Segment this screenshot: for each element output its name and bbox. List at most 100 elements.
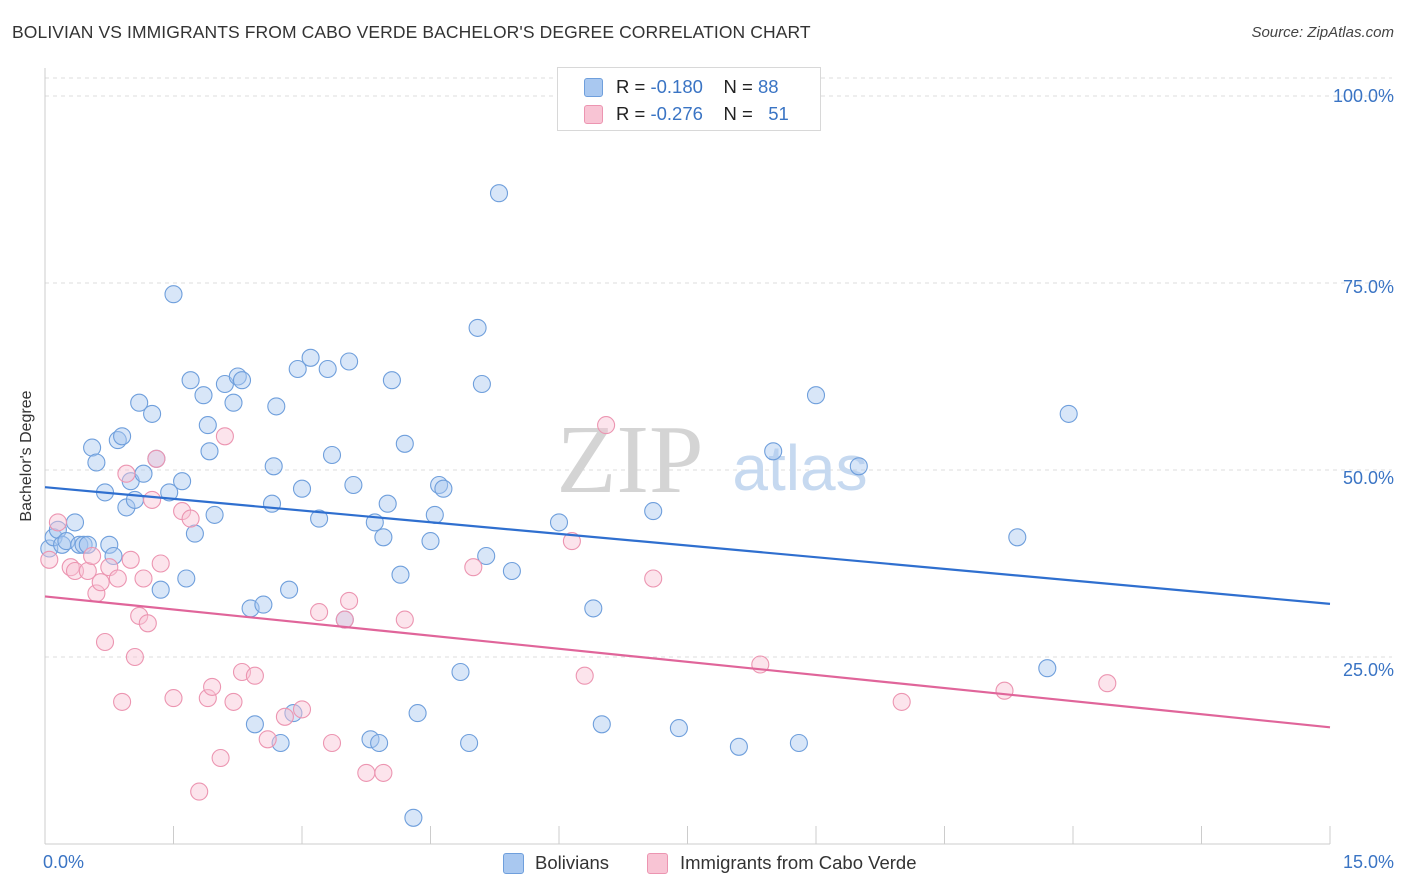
data-point-cabo-verde: [292, 700, 312, 719]
data-point-bolivians: [549, 513, 569, 532]
data-point-bolivians: [395, 434, 414, 453]
data-point-cabo-verde: [198, 689, 217, 708]
data-point-cabo-verde: [190, 782, 209, 801]
data-point-bolivians: [391, 565, 410, 584]
data-point-cabo-verde: [597, 416, 616, 435]
data-point-bolivians: [729, 737, 748, 756]
data-point-bolivians: [181, 371, 200, 390]
data-point-bolivians: [301, 348, 320, 367]
x-max-label: 15.0%: [1342, 852, 1394, 872]
data-point-bolivians: [200, 442, 219, 461]
data-point-cabo-verde: [83, 546, 102, 566]
data-point-bolivians: [164, 285, 183, 304]
data-point-cabo-verde: [48, 513, 67, 532]
data-point-bolivians: [232, 371, 252, 390]
watermark: ZIP atlas: [557, 406, 868, 514]
watermark-zip: ZIP: [557, 406, 704, 514]
data-point-bolivians: [669, 719, 688, 738]
data-point-bolivians: [644, 502, 663, 521]
data-point-bolivians: [382, 371, 401, 390]
bottom-legend-label: Immigrants from Cabo Verde: [680, 852, 917, 873]
data-point-cabo-verde: [224, 692, 243, 711]
data-point-bolivians: [177, 569, 196, 588]
data-point-bolivians: [224, 393, 243, 412]
data-point-bolivians: [764, 442, 783, 461]
legend-swatch-bolivians: [584, 78, 603, 97]
data-point-cabo-verde: [275, 707, 294, 726]
data-point-bolivians: [370, 733, 389, 753]
trend-line-bolivians: [44, 486, 1331, 605]
data-point-bolivians: [489, 184, 509, 203]
data-point-cabo-verde: [113, 692, 132, 711]
data-point-cabo-verde: [134, 569, 153, 588]
watermark-atlas: atlas: [732, 432, 867, 504]
legend-r-label: R =: [616, 103, 651, 124]
bottom-legend-label: Bolivians: [535, 852, 610, 873]
data-point-bolivians: [340, 352, 359, 371]
data-point-cabo-verde: [147, 449, 166, 468]
data-point-cabo-verde: [117, 464, 136, 483]
data-point-bolivians: [160, 483, 179, 502]
data-point-cabo-verde: [340, 591, 359, 610]
trend-lines: [44, 486, 1331, 729]
data-point-bolivians: [104, 546, 123, 566]
data-point-bolivians: [185, 524, 204, 543]
legend-swatch-cabo-verde: [584, 105, 603, 124]
axes: [44, 68, 1331, 845]
data-point-cabo-verde: [335, 610, 354, 629]
bottom-legend-swatch-cabo-verde: [647, 853, 668, 874]
data-point-bolivians: [592, 715, 611, 734]
data-point-bolivians: [264, 457, 283, 476]
legend-n-label: N =: [723, 103, 758, 124]
data-point-cabo-verde: [91, 573, 110, 592]
data-point-cabo-verde: [138, 614, 157, 633]
data-point-bolivians: [584, 599, 603, 618]
data-point-bolivians: [322, 445, 342, 465]
data-point-cabo-verde: [310, 603, 329, 622]
data-point-bolivians: [451, 662, 470, 682]
data-point-bolivians: [477, 546, 496, 566]
data-point-bolivians: [1038, 659, 1057, 678]
data-point-cabo-verde: [164, 689, 183, 708]
data-point-bolivians: [113, 427, 132, 446]
data-point-bolivians: [1059, 404, 1078, 423]
data-point-cabo-verde: [203, 677, 222, 696]
data-point-cabo-verde: [644, 569, 663, 588]
y-tick-label: 25.0%: [1342, 660, 1394, 680]
data-point-cabo-verde: [95, 632, 115, 652]
data-point-bolivians: [267, 397, 286, 416]
y-axis-label: Bachelor's Degree: [18, 390, 35, 522]
data-point-bolivians: [1008, 528, 1027, 547]
data-point-cabo-verde: [464, 558, 483, 577]
data-point-cabo-verde: [151, 554, 170, 573]
source-label: Source: ZipAtlas.com: [1251, 24, 1394, 41]
chart-title: BOLIVIAN VS IMMIGRANTS FROM CABO VERDE B…: [12, 22, 811, 42]
data-point-bolivians: [310, 509, 329, 528]
data-point-bolivians: [65, 513, 85, 532]
trend-line-cabo-verde: [44, 595, 1331, 729]
data-point-bolivians: [143, 404, 162, 423]
data-point-bolivians: [502, 561, 521, 581]
data-point-bolivians: [408, 704, 427, 723]
data-point-cabo-verde: [125, 647, 144, 667]
data-point-bolivians: [151, 580, 170, 599]
data-point-bolivians: [472, 374, 491, 394]
data-point-bolivians: [87, 453, 106, 472]
data-point-bolivians: [378, 494, 397, 513]
data-point-cabo-verde: [892, 692, 911, 711]
x-min-label: 0.0%: [43, 852, 85, 872]
data-point-bolivians: [404, 808, 423, 827]
data-point-bolivians: [361, 730, 380, 749]
data-point-cabo-verde: [562, 532, 581, 551]
data-point-bolivians: [194, 386, 213, 405]
data-point-cabo-verde: [143, 490, 162, 509]
y-tick-label: 75.0%: [1342, 277, 1394, 297]
data-point-bolivians: [262, 494, 282, 513]
data-point-bolivians: [78, 535, 97, 554]
data-point-bolivians: [460, 733, 479, 753]
data-point-cabo-verde: [1098, 674, 1117, 693]
data-point-bolivians: [173, 472, 192, 491]
bottom-legend-swatch-bolivians: [503, 853, 524, 874]
legend-n-value: 51: [768, 103, 789, 124]
